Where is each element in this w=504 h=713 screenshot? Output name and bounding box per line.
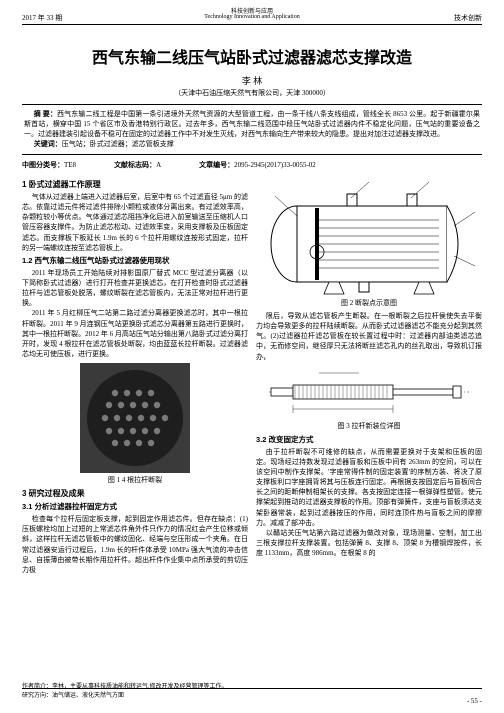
abstract-text: 西气东输二线工程是中国第一条引进境外天然气资源的大型管道工程，由一条干线八条支线… [24, 110, 480, 138]
keywords-text: 压气站；卧式过滤器；滤芯管板支撑 [62, 140, 174, 148]
footer-author-info: 作者简介：李林，主要从事科技质油能和转运气.修改开发及经营管理等工作。 研究方向… [22, 681, 228, 699]
figure-1 [80, 363, 190, 473]
para-32: 由于拉杆断裂不可维修的缺点，从而需要更换对于支架和压板的固定。现场经过持数发现过… [256, 447, 482, 528]
fig3-caption: 图 3 拉杆新装位详图 [256, 421, 482, 431]
section-1: 1 卧式过滤器工作原理 [22, 179, 248, 190]
para-32b: 以贛站关压气站第六路过滤器为做改对象，现场测量、空制，加工出三根支撑拉杆支撑装置… [256, 528, 482, 558]
para-12b: 2011 年 5 月红柳压气二站第二路过滤分离器更换滤芯时，其中一根拉杆断裂。2… [22, 308, 248, 359]
fig2-caption: 图 2 断裂点示意图 [256, 298, 482, 308]
para-1: 气体从过滤器上端进入过滤器后室，后室中有 65 个过滤直径 5μm 的滤芯。依靠… [22, 192, 248, 253]
keywords-label: 关键词： [34, 140, 62, 148]
author-name: 李 林 [0, 74, 504, 87]
para-12: 2011 年现场员工开始陆续对排影国原厂替式 MCC 型过滤分离器（以下简称卧式… [22, 268, 248, 309]
figure-3 [259, 365, 479, 419]
para-31: 检查每个拉杆后固定板支撑，起到固定作用滤芯件。但存在缺点：(1)压板螺栓均加上过… [22, 514, 248, 575]
header-rule [22, 24, 482, 25]
article-title: 西气东输二线压气站卧式过滤器滤芯支撑改造 [0, 44, 504, 68]
classification-row: 中图分类号：TE8 文献标志码：A 文章编号：2095-2945(2017)33… [22, 160, 482, 170]
para-r1: 限后，导致从滤芯管板产生断裂。在一根断裂之后拉杆侯使失去平衡力均会导致更多的拉杆… [256, 311, 482, 362]
author-bio: 作者简介：李林，主要从事科技质油能和转运气.修改开发及经营管理等工作。 [22, 681, 228, 690]
doc-code: A [156, 161, 161, 169]
section-3: 3 研究过程及成果 [22, 488, 248, 499]
article-id-label: 文章编号： [199, 161, 234, 169]
section-3-2: 3.2 改变固定方式 [256, 434, 482, 445]
figure-2 [259, 176, 479, 296]
page-number: - 55 - [467, 697, 482, 705]
clc-label: 中图分类号： [22, 161, 64, 169]
research-direction: 研究方向：油气储运、液化天然气方面 [22, 690, 228, 699]
article-id: 2095-2945(2017)33-0055-02 [234, 161, 316, 169]
affiliation: （天津中石油压缩天然气有限公司，天津 300000） [0, 88, 504, 98]
issue-info: 2017 年 33 期 [22, 13, 62, 23]
section-1-2: 1.2 西气东输二线压气站卧式过滤器使用现状 [22, 255, 248, 266]
left-column: 1 卧式过滤器工作原理 气体从过滤器上端进入过滤器后室，后室中有 65 个过滤直… [22, 176, 248, 575]
clc: TE8 [64, 161, 76, 169]
abstract-box: 摘 要：西气东输二线工程是中国第一条引进境外天然气资源的大型管道工程，由一条干线… [22, 104, 482, 155]
column-name: 技术创新 [454, 13, 482, 23]
doc-code-label: 文献标志码： [114, 161, 156, 169]
right-column: 图 2 断裂点示意图 限后，导致从滤芯管板产生断裂。在一根断裂之后拉杆侯使失去平… [256, 176, 482, 558]
abstract-label: 摘 要： [34, 110, 57, 118]
section-3-1: 3.1 分析过滤器拉杆固定方式 [22, 501, 248, 512]
fig1-caption: 图 1 4 根拉杆断裂 [22, 475, 248, 485]
